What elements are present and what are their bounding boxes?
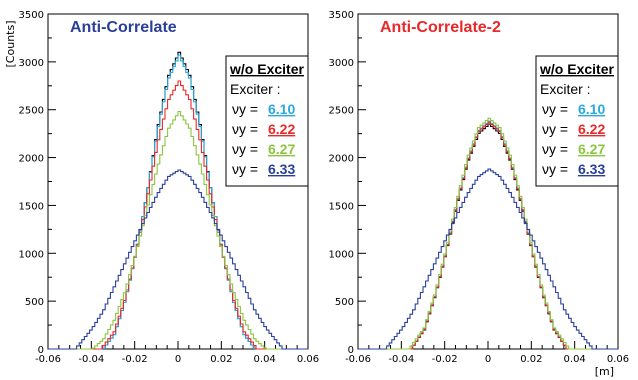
y-tick-label: 2000 bbox=[19, 154, 44, 165]
legend-nu-symbol: νy = bbox=[542, 141, 568, 157]
legend-box bbox=[535, 55, 619, 187]
legend-nu-symbol: νy = bbox=[232, 121, 258, 137]
legend-nu-symbol: νy = bbox=[232, 161, 258, 177]
x-tick-label: 0.04 bbox=[254, 354, 276, 365]
series-line-5 bbox=[358, 168, 618, 350]
x-tick-label: 0 bbox=[175, 354, 181, 365]
chart-panel-1: 0 500 1000 1500 2000 2500 3000 3500 -0.06 -0.04 -0… bbox=[4, 10, 319, 365]
legend: w/o Exciter Exciter : νy = 6.10 νy = 6.22 νy =… bbox=[535, 55, 619, 187]
legend-nu-symbol: νy = bbox=[232, 101, 258, 117]
legend-title: w/o Exciter bbox=[229, 61, 304, 77]
series-line-4 bbox=[358, 117, 618, 350]
legend-value: 6.22 bbox=[578, 121, 605, 137]
y-tick-label: 0 bbox=[348, 345, 354, 356]
y-axis-label: [Counts] bbox=[4, 21, 17, 68]
legend-value: 6.10 bbox=[268, 101, 295, 117]
x-tick-label: -0.02 bbox=[122, 354, 148, 365]
y-tick-label: 3500 bbox=[329, 10, 354, 21]
y-tick-label: 3000 bbox=[19, 58, 44, 69]
x-tick-label: -0.04 bbox=[78, 354, 104, 365]
y-tick-label: 1000 bbox=[19, 249, 44, 260]
y-tick-label: 3500 bbox=[19, 10, 44, 21]
x-tick-label: 0.02 bbox=[520, 354, 542, 365]
x-tick-label: -0.02 bbox=[432, 354, 458, 365]
legend-value: 6.10 bbox=[578, 101, 605, 117]
chart-title: Anti-Correlate-2 bbox=[380, 19, 501, 36]
y-tick-label: 1500 bbox=[329, 201, 354, 212]
x-axis-label: [m] bbox=[595, 365, 614, 378]
y-tick-label: 2500 bbox=[329, 106, 354, 117]
y-tick-label: 1500 bbox=[19, 201, 44, 212]
legend: w/o Exciter Exciter : νy = 6.10 νy = 6.22 νy =… bbox=[225, 55, 309, 187]
y-tick-label: 2000 bbox=[329, 154, 354, 165]
x-tick-label: 0.04 bbox=[564, 354, 586, 365]
y-tick-label: 2500 bbox=[19, 106, 44, 117]
legend-title: w/o Exciter bbox=[539, 61, 614, 77]
legend-subtitle: Exciter : bbox=[540, 81, 591, 97]
chart-title: Anti-Correlate bbox=[70, 19, 177, 36]
x-tick-label: -0.06 bbox=[345, 354, 371, 365]
y-tick-label: 1000 bbox=[329, 249, 354, 260]
legend-value: 6.33 bbox=[578, 161, 605, 177]
legend-box bbox=[225, 55, 309, 187]
legend-value: 6.33 bbox=[268, 161, 295, 177]
x-tick-label: 0.06 bbox=[297, 354, 319, 365]
chart-panel-2: 0 500 1000 1500 2000 2500 3000 3500 -0.06 -0.04 -0… bbox=[329, 10, 630, 378]
y-tick-label: 0 bbox=[38, 345, 44, 356]
x-tick-label: 0.02 bbox=[210, 354, 232, 365]
legend-nu-symbol: νy = bbox=[542, 101, 568, 117]
y-tick-label: 3000 bbox=[329, 58, 354, 69]
legend-value: 6.27 bbox=[578, 141, 605, 157]
y-tick-label: 500 bbox=[25, 297, 44, 308]
series-line-3 bbox=[48, 80, 308, 350]
series-line-4 bbox=[48, 111, 308, 350]
legend-nu-symbol: νy = bbox=[542, 161, 568, 177]
legend-nu-symbol: νy = bbox=[542, 121, 568, 137]
legend-nu-symbol: νy = bbox=[232, 141, 258, 157]
x-tick-label: 0.06 bbox=[607, 354, 629, 365]
x-tick-label: 0 bbox=[485, 354, 491, 365]
x-tick-label: -0.06 bbox=[35, 354, 61, 365]
x-tick-label: -0.04 bbox=[388, 354, 414, 365]
legend-value: 6.27 bbox=[268, 141, 295, 157]
y-tick-label: 500 bbox=[335, 297, 354, 308]
legend-value: 6.22 bbox=[268, 121, 295, 137]
legend-subtitle: Exciter : bbox=[230, 81, 281, 97]
series-line-5 bbox=[48, 169, 308, 350]
